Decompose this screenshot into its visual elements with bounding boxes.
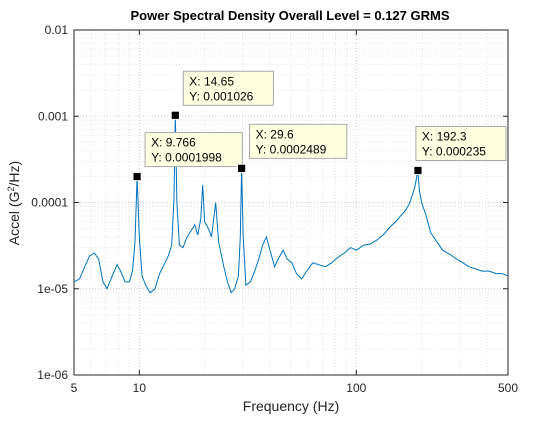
datatip: X: 14.65Y: 0.001026 [170,70,274,120]
x-tick-label: 10 [133,381,147,395]
y-tick-label: 1e-06 [37,368,68,382]
datatip-x-text: X: 29.6 [256,127,294,141]
datatip-box [415,125,507,161]
datatip-y-text: Y: 0.000235 [422,144,486,158]
datatip-box [144,132,243,168]
x-tick-label: 100 [346,381,366,395]
datatip-box [249,123,348,159]
datatip-marker [237,163,246,173]
y-axis-label-exponent: 2 [6,186,16,191]
datatip: X: 192.3Y: 0.000235 [413,125,507,175]
datatip-marker [413,166,423,175]
datatip-marker [132,172,142,181]
grid-lines [74,30,508,375]
datatip-y-text: Y: 0.0001998 [151,151,222,165]
datatip-marker [170,110,180,120]
datatip-y-text: Y: 0.0002489 [256,142,327,156]
y-tick-label: 0.001 [38,109,68,123]
x-axis-label: Frequency (Hz) [243,398,339,414]
datatip-x-text: X: 192.3 [422,129,467,143]
y-tick-label: 1e-05 [37,282,68,296]
x-tick-label: 5 [71,381,78,395]
datatip: X: 29.6Y: 0.0002489 [237,123,348,173]
datatip-y-text: Y: 0.001026 [189,89,253,103]
chart-title: Power Spectral Density Overall Level = 0… [130,8,449,23]
datatip-x-text: X: 14.65 [189,74,234,88]
y-axis-label-suffix: /Hz) [6,161,22,187]
y-axis-label: Accel (G2/Hz) [6,161,22,245]
datatip-x-text: X: 9.766 [151,136,196,150]
datatip-box [182,70,274,106]
y-axis-label-prefix: Accel (G [6,192,22,246]
y-tick-label: 0.01 [45,23,69,37]
x-tick-label: 500 [498,381,518,395]
axes: 5 10 100 500 1e-06 1e-05 0.0001 0.001 0.01 [31,23,518,395]
y-tick-label: 0.0001 [31,196,68,210]
